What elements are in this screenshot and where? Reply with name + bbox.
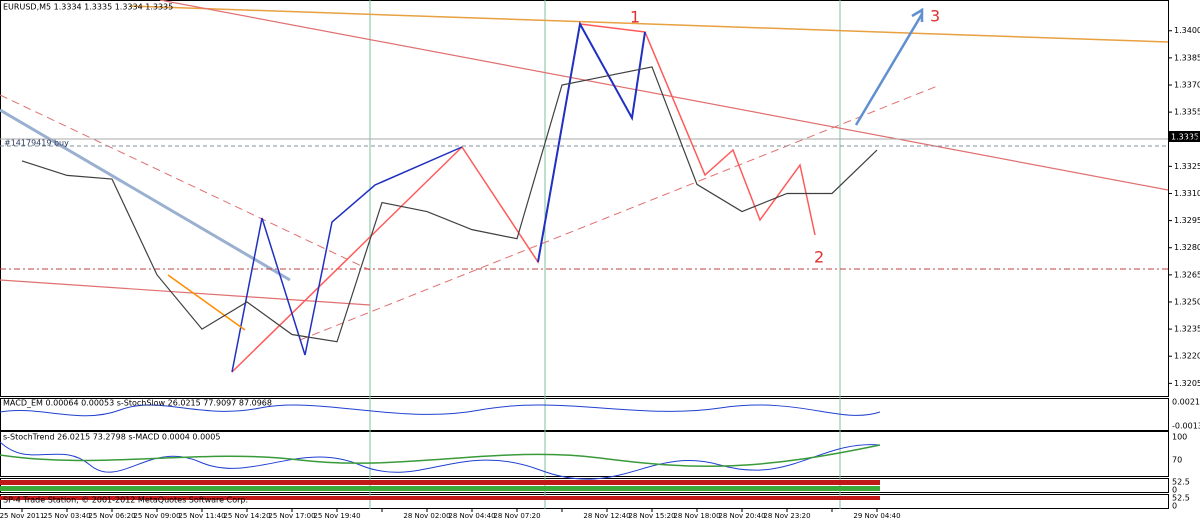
y-tick-label: 1.3340 xyxy=(1174,135,1200,144)
panel-tick: 0.00214 xyxy=(1172,398,1200,407)
annotation: 1 xyxy=(630,8,640,27)
panel-tick: 52.5 xyxy=(1172,478,1190,487)
x-tick-label: 28 Nov 04:40 xyxy=(448,512,495,520)
panel-tick: 0 xyxy=(1172,502,1177,511)
x-tick-label: 25 Nov 2011 xyxy=(0,512,44,520)
x-tick-label: 25 Nov 17:00 xyxy=(268,512,315,520)
panel-label: s-StochTrend 26.0215 73.2798 s-MACD 0.00… xyxy=(3,433,220,442)
y-tick-label: 1.3205 xyxy=(1174,379,1200,388)
x-tick-label: 28 Nov 02:00 xyxy=(403,512,450,520)
y-tick-label: 1.3310 xyxy=(1174,189,1200,198)
price-line xyxy=(21,66,878,343)
x-tick-label: 28 Nov 12:40 xyxy=(583,512,630,520)
trend-bar xyxy=(0,486,880,491)
annotation: 2 xyxy=(814,248,824,267)
session-lines xyxy=(369,0,841,509)
y-tick-label: 1.3355 xyxy=(1174,108,1200,117)
y-tick-label: 1.3265 xyxy=(1174,270,1200,279)
panel-label: MACD_EM 0.00064 0.00053 s-StochSlow 26.0… xyxy=(3,399,272,408)
price-label: 1.3335 xyxy=(1171,133,1199,142)
trend-bar xyxy=(0,496,880,500)
y-tick-label: 1.3220 xyxy=(1174,352,1200,361)
panel-tick: 52.5 xyxy=(1172,494,1190,503)
order-label: #14179419 buy xyxy=(4,139,69,148)
chart-title: EURUSD,M5 1.3334 1.3335 1.3334 1.3335 xyxy=(3,3,173,12)
price-box xyxy=(1169,131,1200,142)
annotation: 3 xyxy=(930,7,940,26)
x-tick-label: 25 Nov 06:20 xyxy=(88,512,135,520)
y-tick-label: 1.3295 xyxy=(1174,216,1200,225)
y-tick-label: 1.3280 xyxy=(1174,243,1200,252)
x-tick-label: 25 Nov 11:40 xyxy=(178,512,225,520)
x-tick-label: 25 Nov 14:20 xyxy=(223,512,270,520)
panel-tick: 70 xyxy=(1172,456,1182,465)
x-tick-label: 25 Nov 19:40 xyxy=(313,512,360,520)
y-tick-label: 1.3370 xyxy=(1174,80,1200,89)
x-tick-label: 28 Nov 07:20 xyxy=(493,512,540,520)
x-tick-label: 28 Nov 23:20 xyxy=(763,512,810,520)
trend-bar xyxy=(0,480,880,485)
panel-tick: -0.00135 xyxy=(1172,422,1200,431)
x-tick-label: 28 Nov 20:40 xyxy=(718,512,765,520)
x-tick-label: 28 Nov 18:00 xyxy=(673,512,720,520)
y-tick-label: 1.3385 xyxy=(1174,53,1200,62)
y-tick-label: 1.3325 xyxy=(1174,162,1200,171)
x-tick-label: 29 Nov 04:40 xyxy=(853,512,900,520)
panel-tick: 100 xyxy=(1172,433,1187,442)
y-tick-label: 1.3235 xyxy=(1174,325,1200,334)
x-tick-label: 28 Nov 15:20 xyxy=(628,512,675,520)
panel-label: SP-4 Trade Station, © 2001-2012 MetaQuot… xyxy=(3,496,248,505)
y-tick-label: 1.3250 xyxy=(1174,297,1200,306)
trendlines xyxy=(0,0,1169,480)
panel-tick: 0 xyxy=(1172,486,1177,495)
y-tick-label: 1.3400 xyxy=(1174,26,1200,35)
frames xyxy=(0,0,1169,509)
x-tick-label: 25 Nov 03:40 xyxy=(43,512,90,520)
x-tick-label: 25 Nov 09:00 xyxy=(133,512,180,520)
